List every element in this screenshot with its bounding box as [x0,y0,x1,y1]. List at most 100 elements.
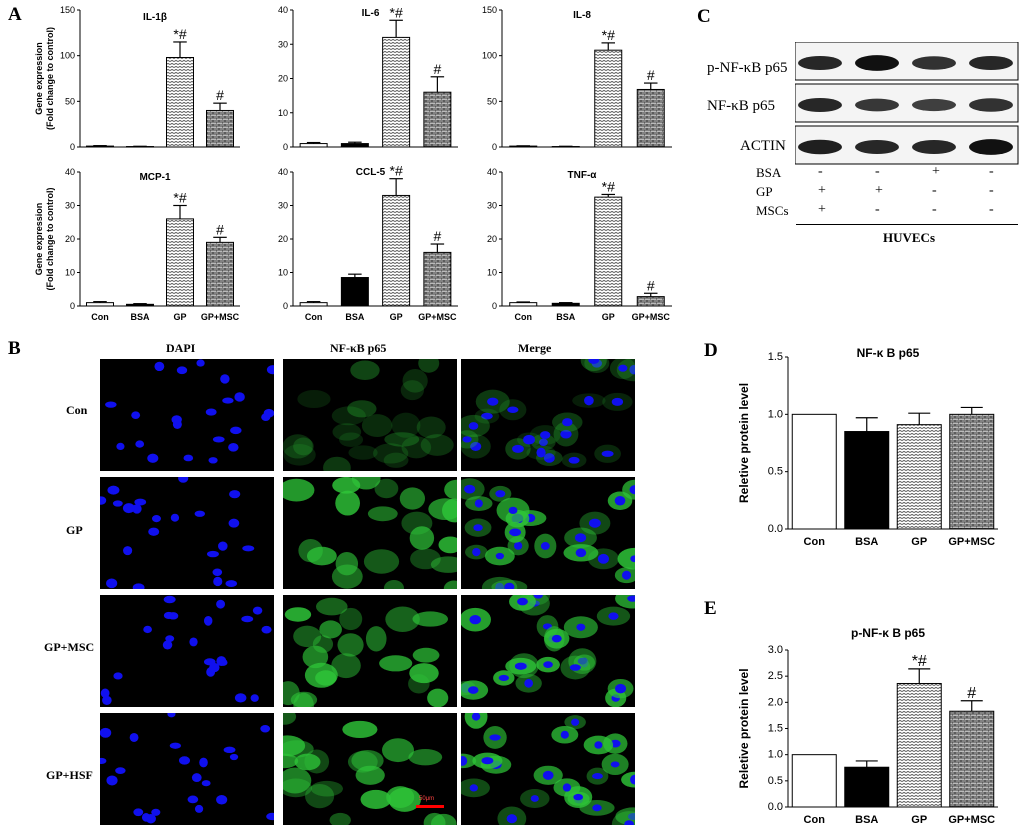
bar-con [791,754,837,808]
cell-cytoplasm [316,597,348,616]
cell-nucleus [162,640,173,650]
significance-mark: # [216,87,224,103]
cell-cytoplasm [319,620,342,639]
bar-gpmsc [949,413,995,530]
cell-cytoplasm [283,740,314,758]
cell-cytoplasm [283,778,312,798]
cell-nucleus [220,374,230,384]
cell-cytoplasm [374,478,399,499]
cell-cytoplasm [332,423,362,441]
column-header-dapi: DAPI [166,341,196,355]
bar-gpmsc [636,88,665,148]
cell-nucleus [228,518,240,528]
cell-nucleus [517,597,528,606]
cell-cytoplasm [310,780,344,797]
cell-nucleus [461,755,468,766]
cell-nucleus [106,775,118,786]
y-tick-label: 0 [70,142,75,152]
cell-nucleus [509,528,522,537]
cell-nucleus [627,595,635,602]
cell-nucleus [230,426,242,435]
x-tick-label: GP+MSC [418,312,457,322]
micrograph-canvas [461,713,635,825]
blot-band [855,98,899,112]
y-axis-label: Reletive protein level [737,668,751,788]
y-tick-label: 0 [492,142,497,152]
bar-con [509,302,538,307]
cell-nucleus [530,795,539,802]
treatment-sign: - [989,183,994,198]
micrograph-canvas [283,477,457,589]
cell-nucleus [560,429,572,439]
blot-band [855,140,899,154]
bar-bsa [126,303,154,307]
cell-cytoplasm [580,359,607,372]
treatment-label-mscs: MSCs [756,203,789,218]
y-tick-label: 10 [278,108,288,118]
cell-nucleus [134,498,147,506]
micrograph-canvas [100,477,255,589]
micrograph-r0-c0 [100,359,274,471]
cell-nucleus [100,727,112,738]
cell-cytoplasm [283,767,312,794]
cell-nucleus [523,434,535,445]
cell-nucleus [107,485,120,495]
cell-nucleus [241,615,254,623]
cell-nucleus [242,545,255,552]
cell-nucleus [234,392,245,402]
x-tick-label: GP+MSC [632,312,671,322]
y-axis-label: Gene expression [34,203,44,276]
cell-nucleus [629,364,635,375]
cell-nucleus [608,612,619,620]
chart-d: 0.0 0.5 1.0 1.5 Con BSA GP GP+MSC NF-κ B p65 Rele… [737,346,998,548]
treatment-sign: - [818,164,823,179]
significance-mark: *# [912,653,927,670]
cell-nucleus [176,366,188,375]
cell-nucleus [105,401,117,408]
x-tick-label: GP [911,814,927,826]
cell-cytoplasm [363,549,400,574]
cell-nucleus [194,510,206,517]
cell-nucleus [194,804,204,813]
cell-cytoplasm [373,443,409,464]
cell-cytoplasm [464,713,488,729]
cell-nucleus [143,625,152,634]
column-header-nfkb: NF-κB p65 [330,341,387,355]
cell-nucleus [472,547,481,557]
cell-nucleus [132,504,142,514]
cell-nucleus [102,695,112,705]
treatment-label-gp: GP [756,184,773,199]
y-axis-label: (Fold change to control) [45,27,55,130]
bar-gp [382,194,411,307]
cell-cytoplasm [337,633,364,657]
cell-nucleus [141,813,151,822]
cell-nucleus [170,513,180,522]
bar-con [86,302,114,307]
treatment-sign: + [818,183,826,198]
y-axis-label: (Fold change to control) [45,188,55,291]
cell-nucleus [568,456,580,464]
column-header-merge: Merge [518,341,552,355]
x-tick-label: GP [602,312,615,322]
cell-nucleus [212,436,225,443]
cell-nucleus [481,757,494,765]
cell-nucleus [229,490,241,499]
cell-cytoplasm [351,749,384,772]
cell-cytoplasm [412,611,449,627]
cell-nucleus [577,657,587,665]
cell-nucleus [614,496,626,506]
cell-nucleus [507,406,519,413]
y-tick-label: 0 [283,142,288,152]
significance-mark: *# [173,190,186,206]
cell-nucleus [618,364,628,372]
cell-cytoplasm [351,477,381,490]
cell-nucleus [131,411,141,419]
cell-nucleus [234,693,247,703]
cell-nucleus [508,506,518,515]
cell-nucleus [223,746,236,754]
y-tick-label: 1.0 [768,408,783,420]
cell-nucleus [113,672,123,680]
cell-cytoplasm [382,738,414,763]
cell-nucleus [571,718,580,726]
micrograph-r1-c2 [461,477,635,589]
